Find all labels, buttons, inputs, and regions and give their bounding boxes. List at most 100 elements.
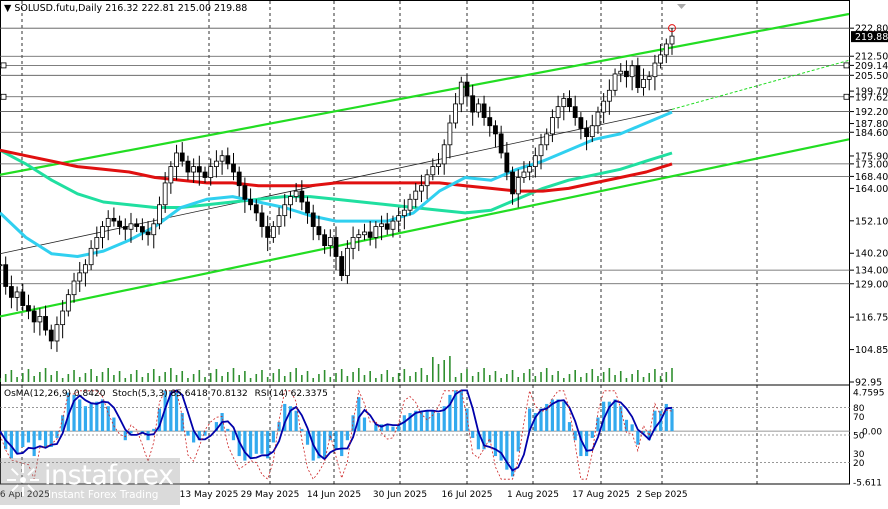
osma-histogram-bar <box>636 431 640 445</box>
candle <box>214 150 219 178</box>
candle-body <box>606 89 612 102</box>
osma-histogram-bar <box>157 408 162 432</box>
candle <box>0 259 3 271</box>
osma-histogram-bar <box>186 431 190 436</box>
candle <box>339 251 345 282</box>
osma-histogram-bar <box>545 403 549 432</box>
osma-histogram-bar <box>9 431 13 459</box>
candle <box>242 177 248 213</box>
osma-histogram-bar <box>43 431 48 448</box>
osma-histogram-bar <box>197 431 201 441</box>
candle <box>253 199 259 222</box>
candle <box>208 158 214 186</box>
candle <box>270 221 276 243</box>
candle-body <box>441 144 447 165</box>
candle <box>515 169 521 208</box>
candle-body <box>8 286 14 298</box>
current-high-marker <box>668 24 676 33</box>
candle-body <box>390 220 396 230</box>
osma-histogram-bar <box>619 406 623 432</box>
candle-body <box>65 294 71 312</box>
osma-histogram-bar <box>630 424 634 432</box>
y-tick-label: 140.20 <box>855 249 888 260</box>
osma-histogram-bar <box>647 431 651 441</box>
candle-body <box>618 70 624 75</box>
y-tick-label: 134.00 <box>855 266 888 277</box>
candle-body <box>510 171 515 195</box>
candle <box>219 150 225 175</box>
candle <box>185 155 191 181</box>
candle <box>669 27 675 55</box>
osma-histogram-bar <box>488 431 492 443</box>
candle <box>521 161 527 183</box>
candle <box>83 259 88 287</box>
y-tick-label: 205.50 <box>855 71 888 82</box>
y-tick-label: 197.62 <box>855 92 888 103</box>
candle-body <box>561 98 567 108</box>
candle-body <box>265 226 271 238</box>
candle-body <box>270 226 276 238</box>
osma-histogram-bar <box>499 431 503 461</box>
candle-body <box>430 166 436 176</box>
close-value: 219.88 <box>214 3 248 14</box>
candle <box>532 147 538 178</box>
candle <box>288 191 293 219</box>
indicator-tick-label: 30 <box>853 450 865 460</box>
osma-histogram-bar <box>385 424 389 432</box>
y-tick-label: 152.10 <box>855 216 888 227</box>
osma-histogram-bar <box>174 390 179 432</box>
candle-body <box>498 133 504 154</box>
dropdown-arrow-icon[interactable]: ▼ <box>4 3 12 14</box>
candle <box>436 152 441 175</box>
osma-histogram-bar <box>465 408 469 432</box>
candle <box>327 229 333 257</box>
osma-histogram-bar <box>152 428 156 432</box>
brand-name: instaforex <box>44 460 174 491</box>
candle-body <box>236 171 242 187</box>
date-tick-label: 1 Aug 2025 <box>507 490 559 500</box>
candle <box>362 223 367 241</box>
candle-body <box>555 106 561 118</box>
candle-body <box>663 43 669 56</box>
current-price-label: 219.88 <box>855 32 888 43</box>
date-tick-label: 13 May 2025 <box>180 490 239 500</box>
osma-histogram-bar <box>317 431 321 459</box>
candle-body <box>219 155 225 162</box>
candle <box>265 215 271 252</box>
candle <box>464 73 470 107</box>
candle-body <box>373 226 379 238</box>
candle <box>105 210 111 241</box>
candle <box>407 193 413 216</box>
y-tick-label: 168.40 <box>855 172 888 183</box>
low-value: 215.00 <box>177 3 212 14</box>
osma-histogram-bar <box>613 399 617 432</box>
candle-body <box>111 217 117 222</box>
candle-body <box>567 98 572 108</box>
candle-body <box>282 204 288 217</box>
candle <box>310 204 316 241</box>
candle <box>26 294 31 320</box>
y-tick-label: 104.85 <box>855 345 888 356</box>
candle-body <box>54 324 60 342</box>
candle <box>333 226 339 271</box>
level-marker <box>0 93 7 100</box>
candle-body <box>339 256 345 276</box>
osma-histogram-bar <box>653 410 657 432</box>
osma-histogram-bar <box>516 431 520 452</box>
candle <box>652 54 658 91</box>
date-tick-label: 17 Aug 2025 <box>572 490 630 500</box>
osma-histogram-bar <box>567 422 572 432</box>
candle <box>578 112 584 140</box>
candle-body <box>208 166 214 178</box>
candle <box>624 60 629 88</box>
candle-body <box>174 152 179 167</box>
candle-body <box>532 155 538 167</box>
candle <box>231 152 236 181</box>
osma-histogram-bar <box>397 424 401 432</box>
osma-histogram-bar <box>78 399 82 432</box>
level-marker <box>843 62 850 69</box>
candle <box>373 221 379 249</box>
indicator-tick-label: 70 <box>853 413 865 423</box>
